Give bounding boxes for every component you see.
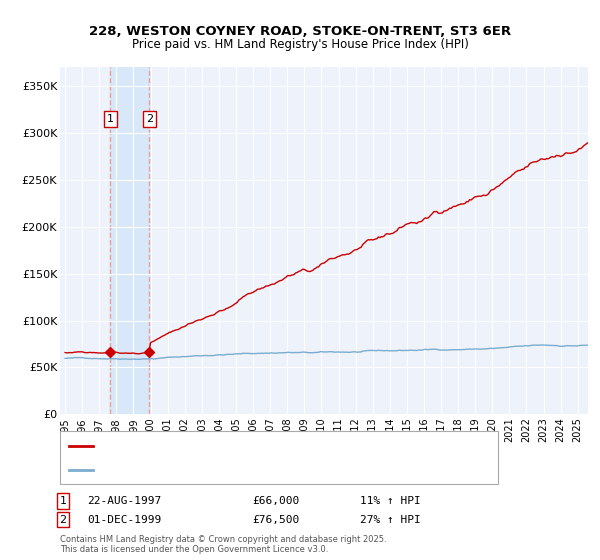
Text: 228, WESTON COYNEY ROAD, STOKE-ON-TRENT, ST3 6ER: 228, WESTON COYNEY ROAD, STOKE-ON-TRENT,… xyxy=(89,25,511,38)
Text: 1: 1 xyxy=(107,114,114,124)
Bar xyxy=(110,67,149,414)
Text: HPI: Average price, detached house, Stoke-on-Trent: HPI: Average price, detached house, Stok… xyxy=(97,464,365,474)
Text: 2: 2 xyxy=(59,515,67,525)
Text: £66,000: £66,000 xyxy=(252,496,299,506)
Text: 2: 2 xyxy=(146,114,153,124)
Text: Contains HM Land Registry data © Crown copyright and database right 2025.
This d: Contains HM Land Registry data © Crown c… xyxy=(60,535,386,554)
Text: 01-DEC-1999: 01-DEC-1999 xyxy=(87,515,161,525)
Text: 11% ↑ HPI: 11% ↑ HPI xyxy=(360,496,421,506)
Text: Price paid vs. HM Land Registry's House Price Index (HPI): Price paid vs. HM Land Registry's House … xyxy=(131,38,469,51)
Text: £76,500: £76,500 xyxy=(252,515,299,525)
Text: 27% ↑ HPI: 27% ↑ HPI xyxy=(360,515,421,525)
Text: 1: 1 xyxy=(59,496,67,506)
Text: 22-AUG-1997: 22-AUG-1997 xyxy=(87,496,161,506)
Text: 228, WESTON COYNEY ROAD, STOKE-ON-TRENT, ST3 6ER (detached house): 228, WESTON COYNEY ROAD, STOKE-ON-TRENT,… xyxy=(97,441,490,451)
